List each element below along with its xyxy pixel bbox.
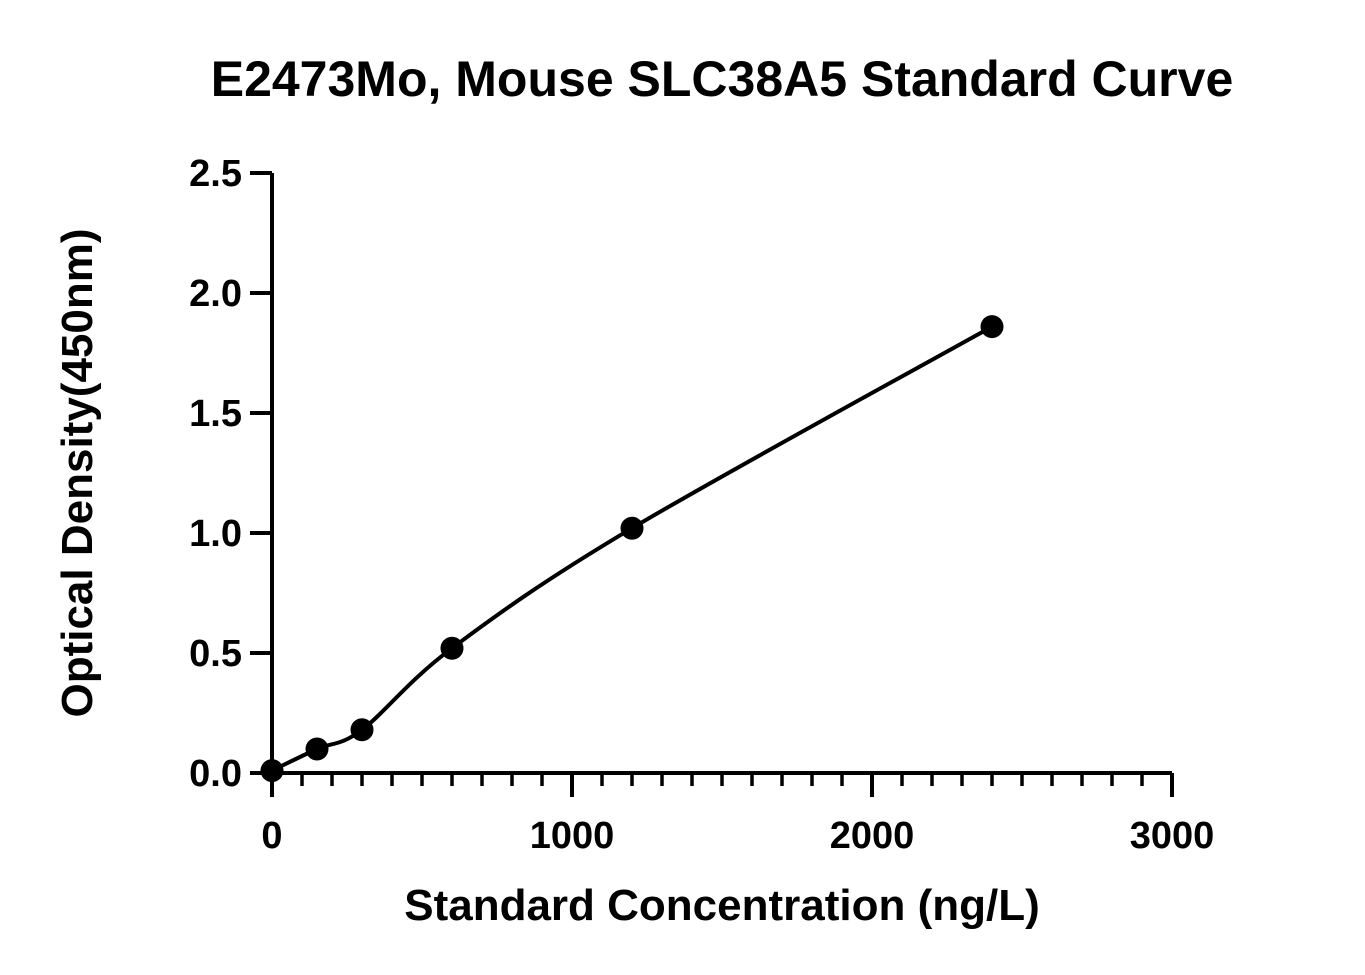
x-tick-label: 1000 <box>530 815 615 857</box>
data-point <box>305 737 329 761</box>
x-tick-label: 0 <box>261 815 282 857</box>
data-points-layer <box>260 315 1004 783</box>
data-point <box>440 636 464 660</box>
data-point <box>980 315 1004 339</box>
y-tick-label: 1.5 <box>189 393 242 435</box>
fit-curve <box>271 324 993 773</box>
y-axis-label: Optical Density(450nm) <box>53 228 102 717</box>
x-axis-label: Standard Concentration (ng/L) <box>404 881 1040 930</box>
y-tick-label: 1.0 <box>189 513 242 555</box>
data-point <box>620 516 644 540</box>
y-tick-label: 0.0 <box>189 753 242 795</box>
fit-curve-layer <box>271 324 993 773</box>
x-tick-label: 3000 <box>1130 815 1215 857</box>
y-tick-label: 2.0 <box>189 273 242 315</box>
y-tick-label: 0.5 <box>189 633 242 675</box>
axes: 0.0 0.5 1.0 1.5 2.0 2.5 0 1000 2000 3000 <box>189 153 1214 857</box>
y-tick-label: 2.5 <box>189 153 242 195</box>
data-point <box>350 718 374 742</box>
chart-title: E2473Mo, Mouse SLC38A5 Standard Curve <box>211 51 1234 107</box>
x-tick-label: 2000 <box>830 815 915 857</box>
data-point <box>260 759 284 783</box>
